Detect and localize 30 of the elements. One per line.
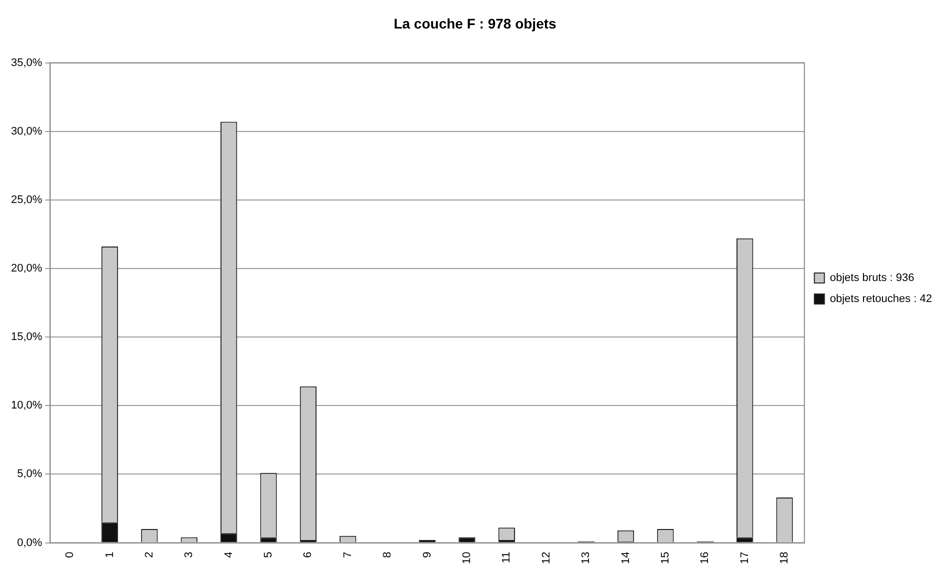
y-tick-label: 35,0% xyxy=(10,56,42,69)
x-tick-label: 6 xyxy=(302,552,314,558)
y-tick-label: 25,0% xyxy=(10,194,42,206)
x-tick-label: 10 xyxy=(461,552,474,564)
x-tick-label: 12 xyxy=(540,552,552,564)
legend-label: objets retouches : 42 xyxy=(830,293,932,306)
x-tick-label: 3 xyxy=(183,552,196,558)
y-tick-label: 0,0% xyxy=(17,536,42,549)
legend-label: objets bruts : 936 xyxy=(830,272,914,284)
x-tick-label: 15 xyxy=(659,552,672,564)
x-tick-label: 7 xyxy=(342,552,354,558)
chart-title: La couche F : 978 objets xyxy=(394,15,557,32)
y-tick-label: 10,0% xyxy=(10,400,42,412)
x-tick-label: 16 xyxy=(699,552,712,564)
x-tick-label: 11 xyxy=(500,552,513,564)
x-tick-label: 17 xyxy=(738,552,751,564)
y-tick-label: 20,0% xyxy=(10,262,42,275)
x-tick-label: 0 xyxy=(64,552,76,558)
x-tick-label: 4 xyxy=(222,552,235,558)
x-tick-label: 18 xyxy=(778,552,791,564)
x-tick-label: 9 xyxy=(421,552,434,558)
x-tick-label: 2 xyxy=(143,552,156,558)
x-tick-label: 13 xyxy=(580,552,592,564)
y-tick-label: 15,0% xyxy=(10,331,42,344)
x-tick-label: 14 xyxy=(620,552,632,564)
y-tick-label: 30,0% xyxy=(10,125,42,138)
y-tick-label: 5,0% xyxy=(17,468,42,480)
x-tick-label: 8 xyxy=(382,552,394,558)
x-tick-label: 1 xyxy=(104,552,116,558)
x-tick-label: 5 xyxy=(262,552,275,558)
